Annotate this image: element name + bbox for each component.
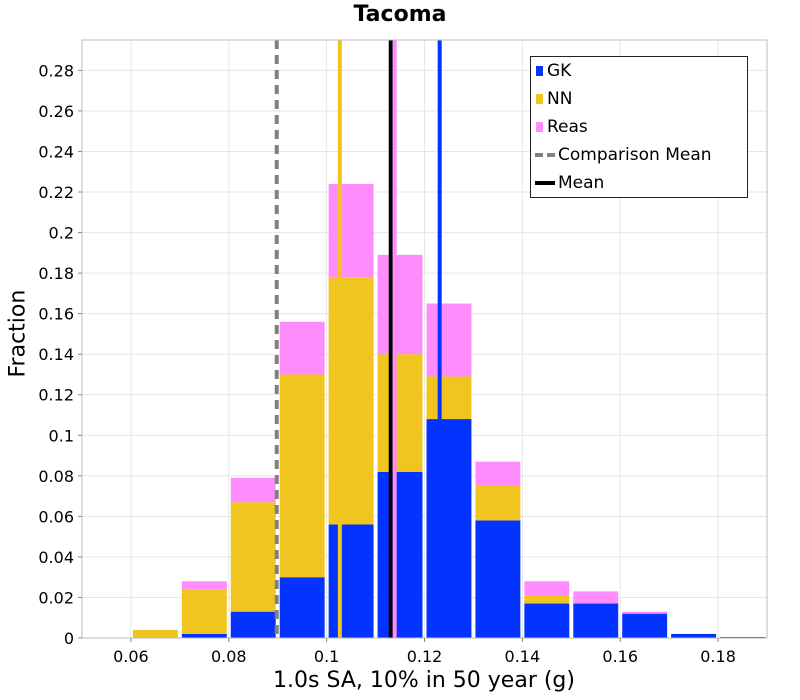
bar-gk-6 <box>426 419 472 638</box>
legend-label-comparison-mean: Comparison Mean <box>558 145 712 165</box>
bars-group <box>132 183 765 638</box>
y-tick-label: 0.28 <box>38 61 74 80</box>
y-tick-label: 0.18 <box>38 264 74 283</box>
x-tick-label: 0.16 <box>602 647 638 666</box>
bar-nn-5 <box>377 354 423 472</box>
bar-gk-2 <box>230 611 276 638</box>
legend-item-mean: Mean <box>531 171 604 195</box>
bar-nn-4 <box>328 277 374 525</box>
y-tick-label: 0.24 <box>38 142 74 161</box>
y-axis-label: Fraction <box>5 289 31 378</box>
bar-reas-10 <box>622 611 668 614</box>
bar-nn-6 <box>426 376 472 420</box>
legend-swatch-mean <box>535 181 555 185</box>
legend-label-mean: Mean <box>558 173 605 193</box>
y-tick-label: 0.14 <box>38 345 74 364</box>
legend-label-gk: GK <box>547 61 572 81</box>
legend-item-comparison-mean: Comparison Mean <box>531 143 712 167</box>
bar-gk-5 <box>377 471 423 638</box>
x-tick-label: 0.12 <box>407 647 443 666</box>
legend-item-nn: NN <box>531 87 572 111</box>
bar-gk-12 <box>720 636 765 638</box>
bar-nn-7 <box>475 485 521 521</box>
gridlines <box>82 40 767 639</box>
legend: GK NN Reas Comparison Mean Mean <box>530 56 748 198</box>
y-tick-label: 0.04 <box>38 548 74 567</box>
bar-nn-0 <box>132 629 178 638</box>
y-tick-label: 0.12 <box>38 386 74 405</box>
legend-label-reas: Reas <box>547 117 588 137</box>
legend-swatch-nn <box>536 94 543 104</box>
legend-label-nn: NN <box>547 89 573 109</box>
bar-reas-1 <box>181 581 227 590</box>
x-axis-ticks: 0.06 0.08 0.1 0.12 0.14 0.16 0.18 <box>113 638 736 666</box>
bar-gk-1 <box>181 633 227 638</box>
x-tick-label: 0.18 <box>700 647 736 666</box>
x-tick-label: 0.06 <box>113 647 149 666</box>
y-tick-label: 0.22 <box>38 183 74 202</box>
bar-reas-8 <box>524 581 570 596</box>
bar-reas-9 <box>573 591 619 604</box>
y-tick-label: 0.08 <box>38 467 74 486</box>
mean-lines-group <box>274 40 442 638</box>
y-tick-label: 0.2 <box>49 224 74 243</box>
bar-reas-3 <box>279 321 325 375</box>
bar-gk-9 <box>573 603 619 638</box>
y-tick-label: 0.26 <box>38 102 74 121</box>
bar-reas-5 <box>377 254 423 355</box>
bar-nn-3 <box>279 374 325 578</box>
bar-nn-1 <box>181 589 227 634</box>
bar-reas-2 <box>230 477 276 503</box>
chart-title: Tacoma <box>353 2 447 27</box>
bar-reas-6 <box>426 303 472 377</box>
legend-item-gk: GK <box>531 59 571 83</box>
y-tick-label: 0.16 <box>38 305 74 324</box>
bar-gk-11 <box>671 633 717 638</box>
bar-gk-8 <box>524 603 570 638</box>
bar-gk-10 <box>622 613 668 638</box>
x-tick-label: 0.14 <box>505 647 541 666</box>
bar-reas-4 <box>328 183 374 278</box>
legend-swatch-reas <box>536 122 543 132</box>
bar-reas-7 <box>475 461 521 486</box>
y-tick-label: 0.06 <box>38 507 74 526</box>
bar-gk-3 <box>279 577 325 638</box>
y-tick-label: 0.1 <box>49 426 74 445</box>
legend-swatch-gk <box>536 66 543 76</box>
legend-item-reas: Reas <box>531 115 588 139</box>
y-axis-ticks: 0 0.02 0.04 0.06 0.08 0.1 0.12 0.14 0.16 0.18 0.2 0… <box>38 61 82 648</box>
y-tick-label: 0.02 <box>38 588 74 607</box>
x-tick-label: 0.08 <box>211 647 247 666</box>
bar-nn-2 <box>230 502 276 612</box>
x-tick-label: 0.1 <box>314 647 339 666</box>
bar-nn-8 <box>524 595 570 604</box>
y-tick-label: 0 <box>64 629 74 648</box>
legend-swatch-comparison-mean <box>535 153 555 157</box>
x-axis-label: 1.0s SA, 10% in 50 year (g) <box>273 668 575 693</box>
bar-gk-4 <box>328 524 374 638</box>
bar-gk-7 <box>475 520 521 638</box>
